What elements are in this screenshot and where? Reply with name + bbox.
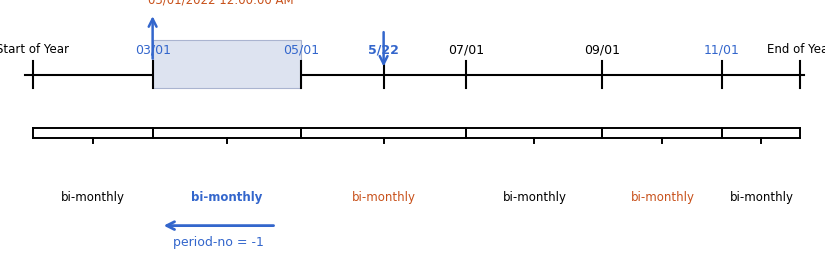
Text: bi-monthly: bi-monthly [60, 191, 125, 204]
Text: bi-monthly: bi-monthly [630, 191, 695, 204]
Text: 03/01/2022 12:00:00 AM: 03/01/2022 12:00:00 AM [148, 0, 295, 7]
Text: 07/01: 07/01 [448, 43, 484, 56]
Text: bi-monthly: bi-monthly [351, 191, 416, 204]
Text: bi-monthly: bi-monthly [191, 191, 262, 204]
Text: 11/01: 11/01 [704, 43, 740, 56]
Text: 03/01: 03/01 [134, 43, 171, 56]
Text: bi-monthly: bi-monthly [502, 191, 567, 204]
Text: 09/01: 09/01 [584, 43, 620, 56]
Text: period-no = -1: period-no = -1 [173, 237, 264, 249]
Text: Start of Year: Start of Year [0, 43, 69, 56]
Text: bi-monthly: bi-monthly [729, 191, 794, 204]
Text: 05/01: 05/01 [283, 43, 319, 56]
Text: 5/22: 5/22 [368, 43, 399, 56]
Text: End of Year: End of Year [767, 43, 825, 56]
Bar [153, 40, 301, 88]
